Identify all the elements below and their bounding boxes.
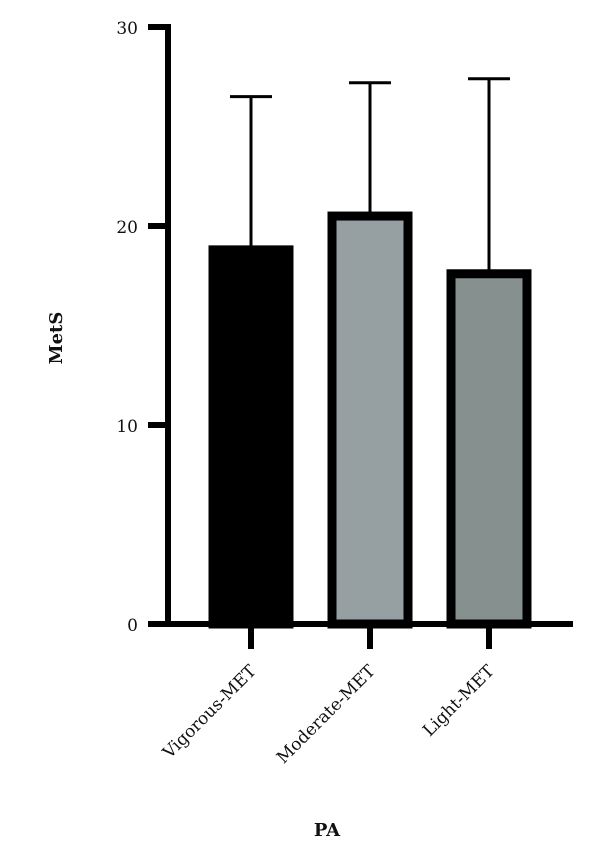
x-axis-ticks bbox=[248, 624, 492, 649]
y-tick-label: 10 bbox=[116, 417, 138, 437]
x-tick-label: Light-MET bbox=[419, 661, 499, 741]
y-axis-ticks: 0 10 20 30 bbox=[116, 19, 168, 636]
bar bbox=[327, 211, 413, 629]
bar bbox=[208, 245, 294, 629]
y-tick-label: 0 bbox=[127, 616, 138, 636]
y-tick-label: 30 bbox=[116, 19, 138, 39]
bars bbox=[208, 211, 532, 629]
x-tick-label: Moderate-MET bbox=[273, 661, 380, 768]
y-axis-title: MetS bbox=[46, 312, 67, 365]
bar bbox=[446, 269, 532, 629]
error-bars bbox=[230, 77, 510, 274]
x-tick-label: Vigorous-MET bbox=[158, 661, 261, 764]
y-tick-label: 20 bbox=[116, 218, 138, 238]
x-axis-category-labels: Vigorous-MET Moderate-MET Light-MET bbox=[158, 661, 499, 768]
x-axis-title: PA bbox=[314, 820, 341, 841]
